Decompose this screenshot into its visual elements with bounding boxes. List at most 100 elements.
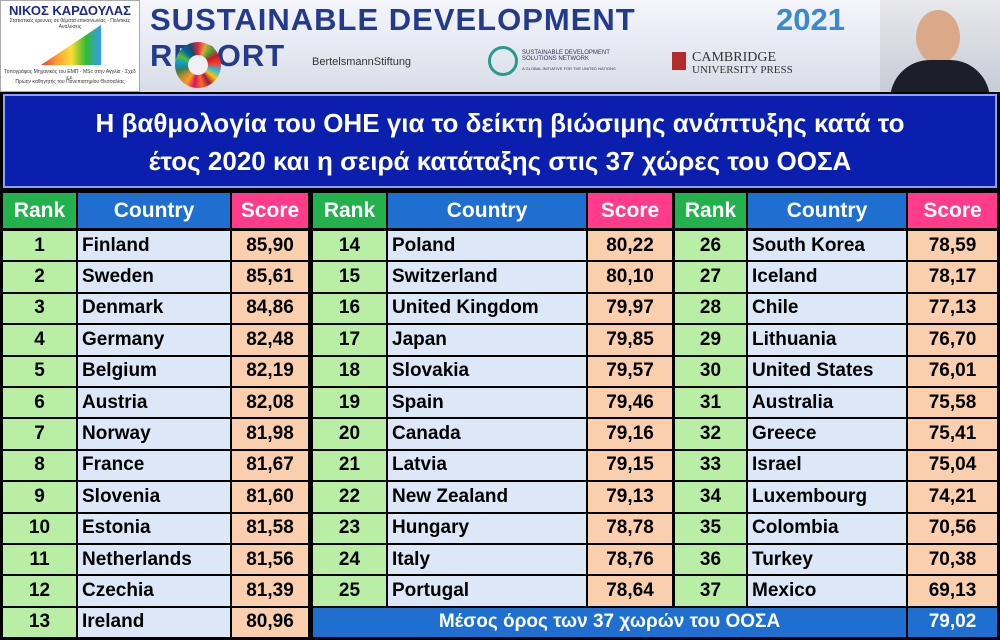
report-year: 2021 [776, 2, 845, 37]
partner: A GLOBAL INITIATIVE FOR THE UNITED NATIO… [522, 66, 616, 71]
rank-cell: 24 [313, 545, 386, 575]
country-cell: France [78, 450, 230, 481]
country-cell: Chile [748, 293, 906, 324]
rank-cell: 25 [313, 576, 386, 606]
rank-cell: 21 [313, 450, 386, 481]
score-cell: 79,85 [588, 325, 672, 355]
rank-cell: 13 [3, 607, 76, 638]
country-cell: Turkey [748, 545, 906, 575]
country-cell: Lithuania [748, 325, 906, 355]
score-cell: 82,48 [232, 325, 308, 355]
score-cell: 81,60 [232, 482, 308, 512]
country-cell: Slovenia [78, 482, 230, 512]
rank-cell: 2 [3, 262, 76, 292]
country-cell: Sweden [78, 262, 230, 292]
score-cell: 82,19 [232, 356, 308, 386]
rank-cell: 14 [313, 231, 386, 261]
country-cell: Greece [748, 419, 906, 449]
score-cell: 78,78 [588, 513, 672, 543]
rank-cell: 4 [3, 325, 76, 355]
author-line: Στατιστικές έρευνες σε θέματα επικοινωνί… [9, 18, 131, 30]
score-cell: 77,13 [908, 293, 997, 324]
country-cell: Italy [388, 545, 586, 575]
score-cell: 79,46 [588, 388, 672, 418]
country-cell: Australia [748, 388, 906, 418]
portrait [880, 0, 1000, 92]
rank-cell: 36 [675, 545, 746, 575]
rank-cell: 29 [675, 325, 746, 355]
header-score: Score [908, 193, 997, 228]
country-cell: Slovakia [388, 356, 586, 386]
country-cell: Portugal [388, 576, 586, 606]
country-cell: Iceland [748, 262, 906, 292]
country-cell: Netherlands [78, 545, 230, 575]
country-cell: Latvia [388, 450, 586, 481]
title-band: Η βαθμολογία του ΟΗΕ για το δείκτη βιώσι… [3, 94, 997, 188]
partner: SUSTAINABLE DEVELOPMENT SOLUTIONS NETWOR… [522, 50, 610, 62]
score-cell: 78,64 [588, 576, 672, 606]
rank-cell: 28 [675, 293, 746, 324]
score-cell: 70,56 [908, 513, 997, 543]
rank-cell: 17 [313, 325, 386, 355]
average-value: 79,02 [908, 607, 997, 638]
score-cell: 78,59 [908, 231, 997, 261]
country-cell: Belgium [78, 356, 230, 386]
partner: CAMBRIDGE [692, 50, 777, 65]
country-cell: Austria [78, 388, 230, 418]
country-cell: United States [748, 356, 906, 386]
country-cell: Switzerland [388, 262, 586, 292]
score-cell: 79,57 [588, 356, 672, 386]
author-logo: ΝΙΚΟΣ ΚΑΡΔΟΥΛΑΣ Στατιστικές έρευνες σε θ… [0, 0, 140, 92]
country-cell: Estonia [78, 513, 230, 543]
header-rank: Rank [3, 193, 76, 228]
country-cell: Hungary [388, 513, 586, 543]
score-cell: 81,56 [232, 545, 308, 575]
score-cell: 75,41 [908, 419, 997, 449]
header-rank: Rank [675, 193, 746, 228]
rank-cell: 6 [3, 388, 76, 418]
rank-cell: 35 [675, 513, 746, 543]
score-cell: 81,39 [232, 576, 308, 606]
author-line: Τοπογράφος Μηχανικός του ΕΜΠ - MSc στην … [4, 69, 136, 81]
score-cell: 75,58 [908, 388, 997, 418]
rank-cell: 5 [3, 356, 76, 386]
country-cell: Spain [388, 388, 586, 418]
author-line: Πρώην καθηγητής του Πανεπιστημίου Θεσσαλ… [15, 79, 125, 85]
rank-cell: 26 [675, 231, 746, 261]
rank-cell: 8 [3, 450, 76, 481]
score-cell: 69,13 [908, 576, 997, 606]
header-score: Score [232, 193, 308, 228]
rank-cell: 34 [675, 482, 746, 512]
country-cell: Norway [78, 419, 230, 449]
country-cell: Canada [388, 419, 586, 449]
rank-cell: 37 [675, 576, 746, 606]
cambridge-shield [672, 52, 686, 70]
rank-cell: 11 [3, 545, 76, 575]
sdg-wheel [175, 42, 221, 88]
score-cell: 78,76 [588, 545, 672, 575]
rank-cell: 7 [3, 419, 76, 449]
rank-cell: 20 [313, 419, 386, 449]
score-cell: 82,08 [232, 388, 308, 418]
country-cell: New Zealand [388, 482, 586, 512]
header-score: Score [588, 193, 672, 228]
country-cell: Denmark [78, 293, 230, 324]
country-cell: Israel [748, 450, 906, 481]
title-line: Η βαθμολογία του ΟΗΕ για το δείκτη βιώσι… [95, 108, 905, 138]
country-cell: Luxembourg [748, 482, 906, 512]
rank-cell: 31 [675, 388, 746, 418]
score-cell: 79,15 [588, 450, 672, 481]
score-cell: 80,96 [232, 607, 308, 638]
score-cell: 76,01 [908, 356, 997, 386]
rank-cell: 9 [3, 482, 76, 512]
country-cell: Germany [78, 325, 230, 355]
country-cell: Finland [78, 231, 230, 261]
score-cell: 76,70 [908, 325, 997, 355]
rank-cell: 18 [313, 356, 386, 386]
score-cell: 78,17 [908, 262, 997, 292]
rank-cell: 10 [3, 513, 76, 543]
country-cell: Poland [388, 231, 586, 261]
score-cell: 81,67 [232, 450, 308, 481]
score-cell: 79,97 [588, 293, 672, 324]
